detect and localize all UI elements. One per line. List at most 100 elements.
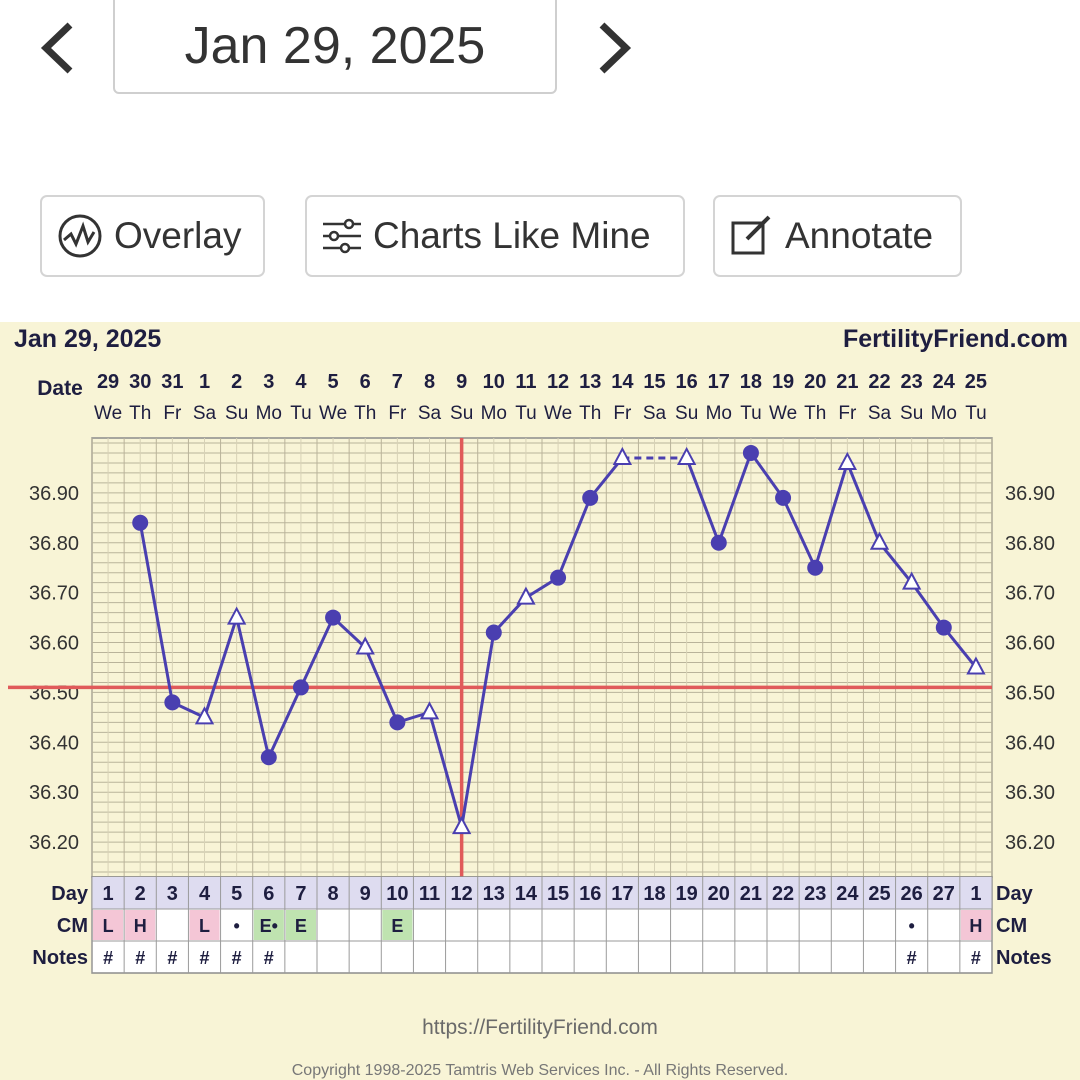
date-picker[interactable]: Jan 29, 2025	[113, 0, 557, 94]
temperature-open-marker	[612, 446, 633, 465]
cycle-day-label: 6	[263, 883, 274, 905]
charts-like-mine-label: Charts Like Mine	[373, 215, 651, 256]
cycle-day-label: 24	[836, 883, 859, 905]
table-row-label-right: CM	[996, 915, 1027, 937]
temperature-point	[389, 714, 406, 731]
cycle-day-label: 22	[772, 883, 794, 905]
date-label: 2	[231, 371, 242, 393]
cycle-day-label: 1	[970, 883, 981, 905]
date-label: 29	[97, 371, 119, 393]
temperature-open-marker	[226, 606, 247, 625]
cm-value: L	[199, 916, 210, 936]
cycle-day-label: 23	[804, 883, 826, 905]
temperature-point	[582, 489, 599, 506]
weekday-label: Tu	[290, 403, 311, 424]
date-label: 18	[740, 371, 762, 393]
note-marker: #	[907, 948, 917, 968]
annotate-label: Annotate	[785, 215, 934, 256]
y-tick-label-right: 36.80	[1005, 533, 1055, 555]
chevron-left-icon	[40, 22, 73, 74]
table-row-label-left: Notes	[32, 947, 88, 969]
date-label: 14	[611, 371, 634, 393]
weekday-label: Fr	[163, 403, 182, 424]
weekday-label: Mo	[481, 403, 507, 424]
cycle-day-label: 10	[386, 883, 408, 905]
weekday-label: Tu	[515, 403, 536, 424]
cycle-day-label: 16	[579, 883, 601, 905]
cm-value: E•	[260, 916, 278, 936]
weekday-label: Sa	[418, 403, 442, 424]
temperature-segment	[203, 617, 239, 718]
table-row-label-left: Day	[51, 883, 89, 905]
y-tick-label-right: 36.70	[1005, 583, 1055, 605]
temperature-point	[164, 694, 181, 711]
cm-cell-fill	[960, 910, 991, 940]
cm-cell-fill	[93, 910, 124, 940]
weekday-label: Tu	[740, 403, 761, 424]
overlay-button[interactable]: Overlay	[40, 195, 265, 277]
cycle-day-label: 26	[901, 883, 923, 905]
cm-value: H	[969, 916, 982, 936]
date-label: 20	[804, 371, 826, 393]
date-label: 17	[708, 371, 730, 393]
annotate-button[interactable]: Annotate	[713, 195, 962, 277]
date-label: 10	[483, 371, 505, 393]
temperature-point	[710, 534, 727, 551]
weekday-label: Tu	[965, 403, 986, 424]
cm-cell-fill	[253, 910, 284, 940]
temperature-point	[550, 569, 567, 586]
previous-date-button[interactable]	[30, 18, 86, 78]
weekday-label: Th	[129, 403, 151, 424]
date-label: 11	[515, 371, 536, 393]
cm-value: E	[295, 916, 307, 936]
date-label: 13	[579, 371, 601, 393]
temperature-point	[775, 489, 792, 506]
temperature-point	[260, 749, 277, 766]
weekday-label: Th	[579, 403, 601, 424]
cycle-day-label: 14	[515, 883, 538, 905]
temperature-segment	[717, 452, 753, 544]
weekday-label: We	[544, 403, 572, 424]
temperature-segment	[235, 617, 271, 758]
cycle-day-label: 9	[360, 883, 371, 905]
charts-like-mine-button[interactable]: Charts Like Mine	[305, 195, 685, 277]
y-tick-label-right: 36.30	[1005, 782, 1055, 804]
date-label: 22	[868, 371, 890, 393]
note-marker: #	[199, 948, 209, 968]
temperature-segment	[813, 462, 849, 569]
weekday-label: We	[94, 403, 122, 424]
cm-value: L	[103, 916, 114, 936]
y-tick-label-left: 36.30	[29, 782, 79, 804]
cycle-day-label: 25	[868, 883, 890, 905]
date-label: 5	[328, 371, 339, 393]
next-date-button[interactable]	[586, 18, 642, 78]
table-row-label-right: Day	[996, 883, 1034, 905]
date-label: 31	[161, 371, 183, 393]
note-marker: #	[103, 948, 113, 968]
cm-cell-fill	[125, 910, 156, 940]
cm-value: •	[233, 916, 239, 936]
temperature-open-marker	[676, 446, 697, 465]
cm-cell-fill	[189, 910, 220, 940]
weekday-label: Fr	[613, 403, 632, 424]
temperature-segment	[845, 462, 881, 544]
y-tick-label-right: 36.20	[1005, 832, 1055, 854]
temperature-point	[742, 444, 759, 461]
overlay-label: Overlay	[114, 215, 242, 256]
date-label: 3	[263, 371, 274, 393]
date-label: 8	[424, 371, 435, 393]
temperature-point	[807, 559, 824, 576]
cycle-day-label: 18	[643, 883, 665, 905]
weekday-label: Sa	[193, 403, 217, 424]
cm-value: H	[134, 916, 147, 936]
y-tick-label-left: 36.60	[29, 633, 79, 655]
date-label: 21	[836, 371, 858, 393]
temperature-point	[325, 609, 342, 626]
temperature-open-marker	[419, 701, 440, 720]
chart-site-label: FertilityFriend.com	[842, 325, 1068, 353]
temperature-open-marker	[869, 531, 890, 550]
temperature-open-marker	[451, 815, 472, 835]
temperature-segment	[428, 711, 464, 828]
weekday-label: Sa	[868, 403, 892, 424]
